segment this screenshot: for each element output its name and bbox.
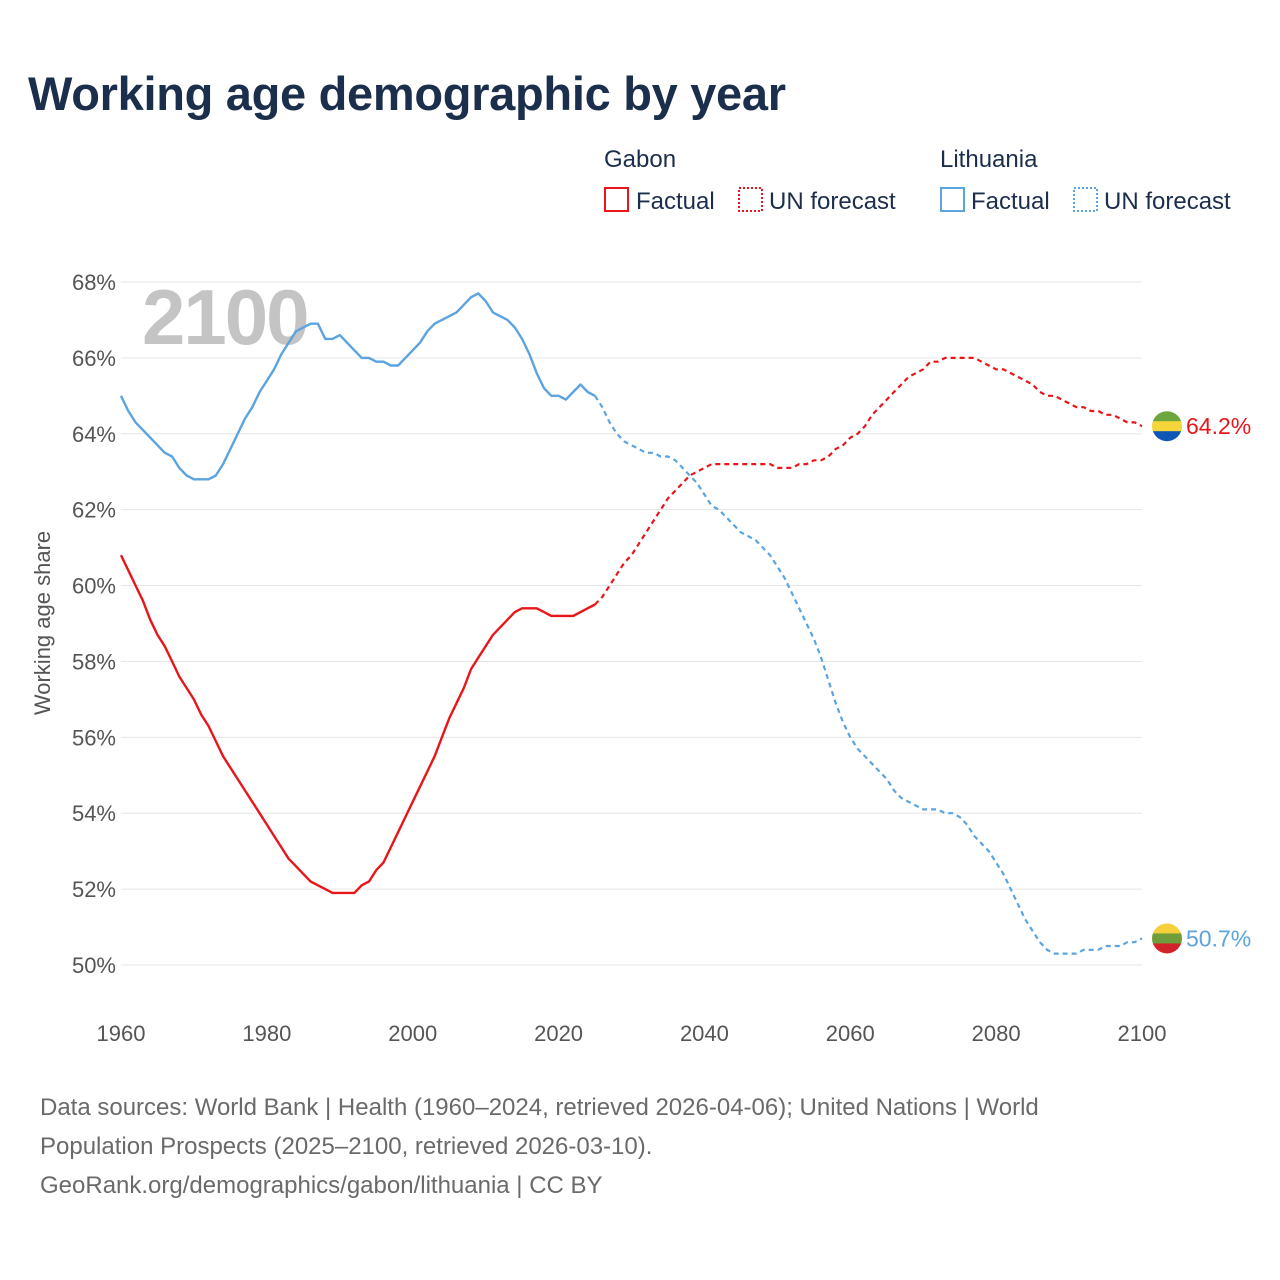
- chart-title: Working age demographic by year: [28, 67, 786, 120]
- y-tick-label: 56%: [72, 725, 116, 750]
- lithuania-end-value-label: 50.7%: [1186, 925, 1251, 951]
- x-tick-label: 2040: [680, 1021, 729, 1046]
- legend-swatch-lithuania-factual: [940, 187, 965, 212]
- y-tick-label: 68%: [72, 270, 116, 295]
- y-tick-label: 50%: [72, 953, 116, 978]
- legend-label-lithuania-forecast: UN forecast: [1104, 188, 1231, 215]
- lithuania-forecast-line: [594, 395, 1143, 955]
- x-axis-ticks: 1960 1980 2000 2020 2040 2060 2080 2100: [97, 1021, 1167, 1046]
- footer-attribution: GeoRank.org/demographics/gabon/lithuania…: [40, 1172, 603, 1199]
- legend-label-gabon-forecast: UN forecast: [769, 188, 896, 215]
- y-tick-label: 52%: [72, 877, 116, 902]
- y-axis-ticks: 50% 52% 54% 56% 58% 60% 62% 64% 66% 68%: [72, 270, 116, 978]
- legend-swatch-gabon-forecast: [738, 187, 763, 212]
- y-tick-label: 60%: [72, 574, 116, 599]
- legend-group-title-gabon: Gabon: [604, 146, 676, 173]
- year-watermark: 2100: [142, 273, 308, 361]
- y-tick-label: 66%: [72, 346, 116, 371]
- lithuania-factual-line: [119, 292, 596, 481]
- legend-label-gabon-factual: Factual: [636, 188, 715, 215]
- series-lines: [119, 292, 1143, 955]
- gabon-factual-line: [119, 554, 596, 895]
- footer: Data sources: World Bank | Health (1960–…: [40, 1088, 1240, 1205]
- gridlines: [121, 281, 1142, 966]
- legend-swatch-gabon-factual: [604, 187, 629, 212]
- y-tick-label: 64%: [72, 422, 116, 447]
- footer-sources-line2: Population Prospects (2025–2100, retriev…: [40, 1133, 653, 1160]
- gabon-forecast-line: [594, 356, 1143, 606]
- gabon-flag-marker: [1152, 411, 1182, 442]
- legend-label-lithuania-factual: Factual: [971, 188, 1050, 215]
- gabon-end-value-label: 64.2%: [1186, 413, 1251, 439]
- x-tick-label: 2100: [1118, 1021, 1167, 1046]
- y-tick-label: 62%: [72, 498, 116, 523]
- footer-sources-line1: Data sources: World Bank | Health (1960–…: [40, 1094, 1039, 1121]
- x-tick-label: 2020: [534, 1021, 583, 1046]
- y-tick-label: 58%: [72, 649, 116, 674]
- y-axis-label: Working age share: [30, 531, 55, 715]
- end-markers: 64.2% 50.7%: [1152, 411, 1251, 954]
- x-tick-label: 2060: [826, 1021, 875, 1046]
- y-tick-label: 54%: [72, 801, 116, 826]
- x-tick-label: 2080: [972, 1021, 1021, 1046]
- legend-swatch-lithuania-forecast: [1073, 187, 1098, 212]
- lithuania-flag-marker: [1152, 923, 1182, 954]
- legend-group-title-lithuania: Lithuania: [940, 146, 1038, 173]
- x-tick-label: 1980: [242, 1021, 291, 1046]
- x-tick-label: 2000: [388, 1021, 437, 1046]
- legend: Gabon Factual UN forecast Lithuania Fact…: [604, 146, 1231, 215]
- x-tick-label: 1960: [97, 1021, 146, 1046]
